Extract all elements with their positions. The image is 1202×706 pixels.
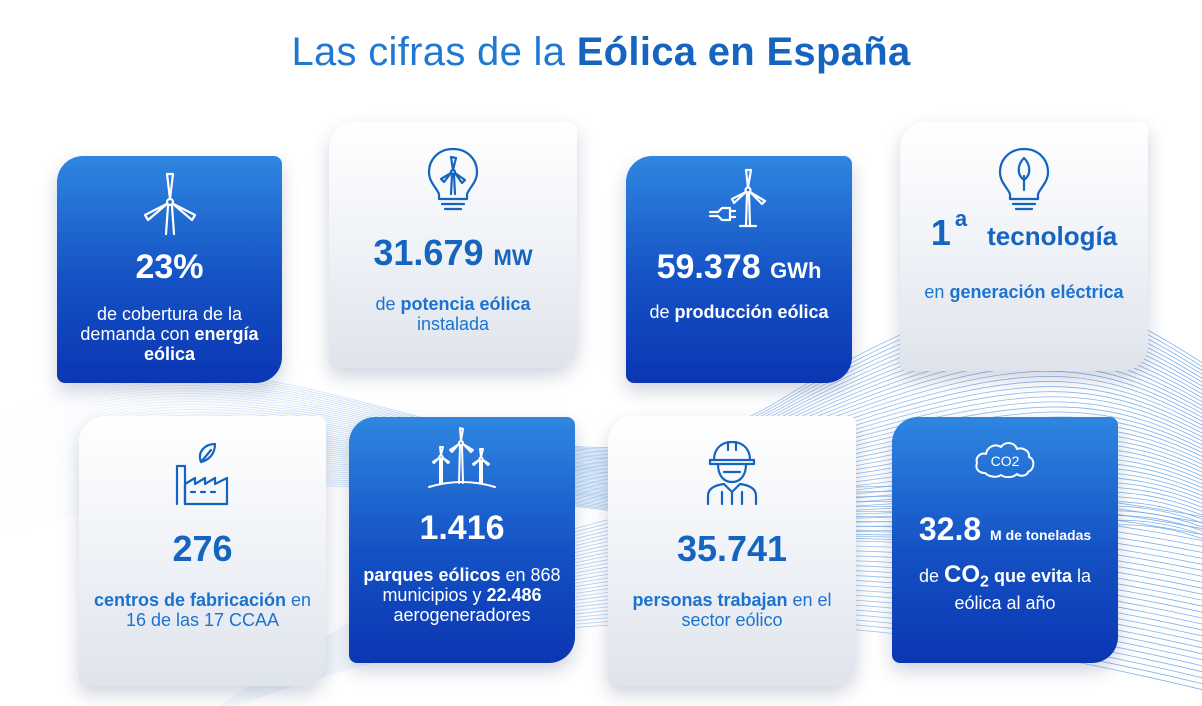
stat-value: 1.416 <box>419 509 505 547</box>
stat-value: 23% <box>135 248 204 286</box>
card-production: 59.378 GWh de producción eólica <box>626 156 852 383</box>
card-installed-power: 31.679 MW de potencia eólica instalada <box>329 122 577 368</box>
stat-value: 32.8 M de toneladas <box>918 511 1092 547</box>
card-demand-coverage: 23% de cobertura de la demanda con energ… <box>57 156 282 383</box>
wind-farm-icon <box>428 427 496 488</box>
card-wind-farms: 1.416 parques eólicos en 868 municipios … <box>349 417 575 663</box>
stat-description: de producción eólica <box>649 302 829 322</box>
stat-value: 35.741 <box>676 528 788 569</box>
stat-value: 276 <box>172 528 233 569</box>
stat-description: de cobertura de la demanda con energía e… <box>80 304 259 364</box>
page-title: Las cifras de la Eólica en España <box>291 30 911 74</box>
card-manufacturing-centers: 276 centros de fabricación en 16 de las … <box>79 416 326 686</box>
turbine-plug-icon <box>708 168 767 228</box>
stat-value: 31.679 MW <box>373 232 533 273</box>
lightbulb-turbine-icon <box>427 147 479 211</box>
card-employment: 35.741 personas trabajan en el sector eó… <box>608 416 856 686</box>
wind-turbine-icon <box>143 172 196 236</box>
stat-description: de potencia eólica instalada <box>375 294 531 334</box>
lightbulb-leaf-icon <box>998 147 1050 211</box>
stat-value: 59.378 GWh <box>656 248 822 286</box>
card-co2-avoided: CO2 32.8 M de toneladas de CO2 que evita… <box>892 417 1118 663</box>
factory-leaf-icon <box>175 442 228 506</box>
stat-description: de CO2 que evita la eólica al año <box>918 561 1092 613</box>
stat-description: parques eólicos en 868 municipios y 22.4… <box>363 565 561 625</box>
worker-icon <box>706 440 758 506</box>
co2-cloud-icon: CO2 <box>975 442 1035 479</box>
stat-description: en generación eléctrica <box>924 282 1124 302</box>
stat-description: centros de fabricación en 16 de las 17 C… <box>93 590 312 630</box>
stat-description: personas trabajan en el sector eólico <box>632 590 832 630</box>
svg-text:CO2: CO2 <box>991 453 1020 469</box>
